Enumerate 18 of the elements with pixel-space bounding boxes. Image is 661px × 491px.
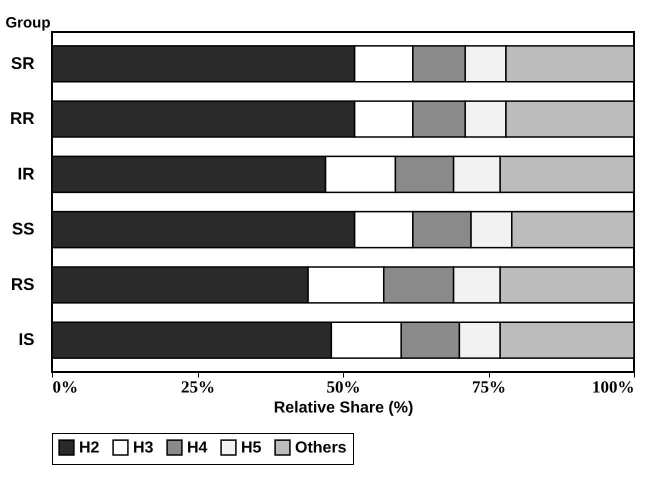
x-tick-label: 100% xyxy=(592,378,634,396)
y-tick-label: SR xyxy=(10,54,34,73)
y-tick-label: IR xyxy=(18,164,34,184)
y-axis-title: Group xyxy=(6,14,50,32)
x-tick-label: 25% xyxy=(181,378,215,396)
legend-label: H4 xyxy=(187,440,208,457)
y-tick-label: IS xyxy=(18,330,34,350)
legend-label: H3 xyxy=(133,440,154,457)
legend-label: Others xyxy=(295,440,347,457)
x-tick-label: 50% xyxy=(326,378,360,396)
y-tick-label: SS xyxy=(12,220,34,239)
x-tick-label: 75% xyxy=(472,378,506,396)
legend-label: H5 xyxy=(241,440,262,457)
legend-label: H2 xyxy=(79,440,100,457)
x-tick-label: 0% xyxy=(52,378,78,396)
x-axis-title: Relative Share (%) xyxy=(274,400,414,416)
y-tick-label: RR xyxy=(10,109,34,128)
y-tick-label: RS xyxy=(10,274,34,294)
